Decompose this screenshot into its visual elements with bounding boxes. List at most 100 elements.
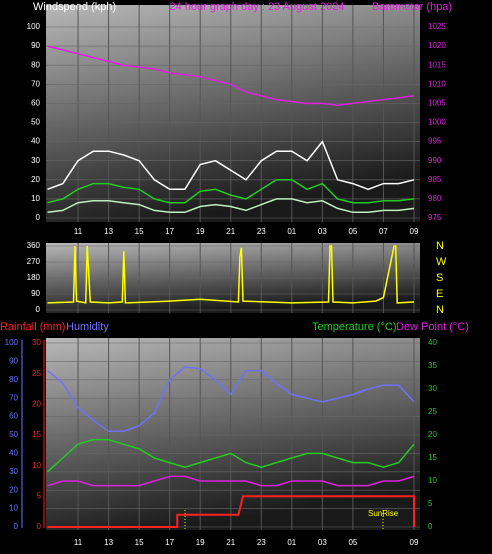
x-tick-label: 13 — [104, 538, 113, 547]
y-tick-label: 80 — [9, 375, 18, 384]
y-tick-label: 30 — [32, 338, 41, 347]
y-tick-label: 15 — [32, 430, 41, 439]
y-tick-label: 30 — [9, 467, 18, 476]
x-tick-label: 23 — [257, 538, 266, 547]
chart-title: 24 hour graph day : 23 August 2024 — [170, 1, 345, 13]
y-tick-label: 1025 — [428, 22, 446, 31]
y-tick-label: 0 — [14, 522, 19, 531]
y-tick-label: 5 — [37, 491, 42, 500]
y-tick-label: 90 — [31, 289, 40, 298]
y-tick-label: 0 — [36, 305, 41, 314]
y-tick-label: 100 — [27, 22, 41, 31]
y-tick-label: 20 — [428, 430, 437, 439]
direction-label: S — [436, 272, 443, 284]
y-tick-label: 985 — [428, 175, 442, 184]
y-tick-label: 50 — [9, 430, 18, 439]
x-tick-label: 09 — [410, 538, 419, 547]
x-tick-label: 07 — [379, 227, 388, 236]
series-line — [47, 475, 415, 487]
y-tick-label: 40 — [31, 137, 40, 146]
y-tick-label: 10 — [9, 504, 18, 513]
sunrise-label: SunRise — [368, 509, 399, 518]
series-line — [47, 245, 415, 304]
direction-label: N — [436, 240, 444, 252]
y-tick-label: 10 — [31, 194, 40, 203]
y-tick-label: 100 — [5, 338, 19, 347]
humidity-label: Humidity — [66, 321, 109, 333]
y-tick-label: 70 — [31, 79, 40, 88]
y-tick-label: 25 — [428, 407, 437, 416]
x-tick-label: 05 — [348, 227, 357, 236]
direction-label: E — [436, 288, 443, 300]
x-tick-label: 11 — [74, 538, 83, 547]
y-tick-label: 10 — [428, 476, 437, 485]
y-tick-label: 1015 — [428, 60, 446, 69]
y-tick-label: 10 — [32, 461, 41, 470]
y-tick-label: 90 — [9, 357, 18, 366]
y-tick-label: 60 — [9, 412, 18, 421]
x-tick-label: 17 — [165, 538, 174, 547]
series-line — [47, 179, 415, 204]
x-tick-label: 19 — [196, 538, 205, 547]
x-tick-label: 13 — [104, 227, 113, 236]
x-tick-label: 01 — [287, 538, 296, 547]
y-tick-label: 980 — [428, 194, 442, 203]
x-tick-label: 21 — [226, 227, 235, 236]
series-line — [47, 45, 415, 107]
x-tick-label: 17 — [165, 227, 174, 236]
series-line — [47, 366, 415, 433]
y-tick-label: 180 — [27, 273, 41, 282]
x-tick-label: 03 — [318, 538, 327, 547]
y-tick-label: 30 — [428, 384, 437, 393]
y-tick-label: 30 — [31, 156, 40, 165]
x-tick-label: 21 — [226, 538, 235, 547]
series-line — [46, 438, 415, 473]
x-tick-label: 11 — [74, 227, 83, 236]
x-tick-label: 01 — [287, 227, 296, 236]
y-tick-label: 1005 — [428, 99, 446, 108]
y-tick-label: 90 — [31, 41, 40, 50]
y-tick-label: 20 — [31, 175, 40, 184]
panel-temp — [46, 338, 420, 530]
x-tick-label: 05 — [348, 538, 357, 547]
y-tick-label: 70 — [9, 393, 18, 402]
temperature-label: Temperature (°C) — [312, 321, 396, 333]
x-tick-label: 23 — [257, 227, 266, 236]
dewpoint-label: Dew Point (°C) — [396, 321, 469, 333]
y-tick-label: 60 — [31, 99, 40, 108]
y-tick-label: 1000 — [428, 118, 446, 127]
y-tick-label: 5 — [428, 499, 433, 508]
y-tick-label: 1020 — [428, 41, 446, 50]
x-tick-label: 03 — [318, 227, 327, 236]
y-tick-label: 270 — [27, 257, 41, 266]
y-tick-label: 35 — [428, 361, 437, 370]
direction-label: N — [436, 304, 444, 316]
y-tick-label: 20 — [32, 399, 41, 408]
rain-label: Rainfall (mm) — [0, 321, 65, 333]
y-tick-label: 0 — [428, 522, 433, 531]
wind-label: Windspeed (kph) — [33, 1, 116, 13]
y-tick-label: 50 — [31, 118, 40, 127]
y-tick-label: 15 — [428, 453, 437, 462]
series-line — [47, 495, 415, 528]
x-tick-label: 19 — [196, 227, 205, 236]
x-tick-label: 15 — [135, 538, 144, 547]
y-tick-label: 975 — [428, 213, 442, 222]
series-line — [47, 140, 415, 191]
y-tick-label: 0 — [37, 522, 42, 531]
y-tick-label: 1010 — [428, 79, 446, 88]
y-tick-label: 990 — [428, 156, 442, 165]
series-line — [47, 198, 415, 214]
y-tick-label: 20 — [9, 485, 18, 494]
direction-label: W — [436, 256, 447, 268]
y-tick-label: 0 — [36, 213, 41, 222]
y-tick-label: 40 — [428, 338, 437, 347]
y-tick-label: 25 — [32, 369, 41, 378]
x-tick-label: 09 — [410, 227, 419, 236]
y-tick-label: 360 — [27, 241, 41, 250]
x-tick-label: 15 — [135, 227, 144, 236]
panel-wind — [46, 5, 420, 222]
barometer-label: Barometer (hpa) — [372, 1, 452, 13]
